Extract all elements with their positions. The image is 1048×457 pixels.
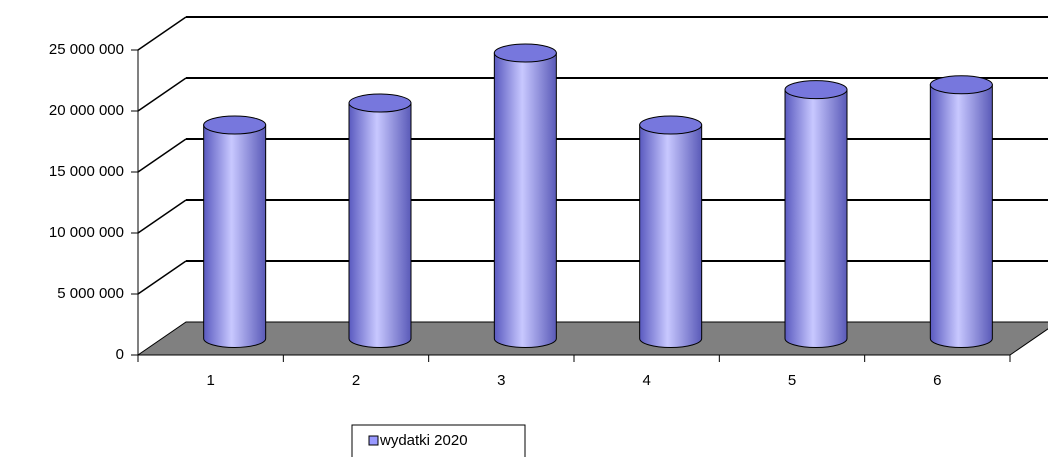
- bar-body: [493, 52, 557, 348]
- y-tick-label: 0: [116, 346, 124, 363]
- bar-top: [203, 115, 267, 135]
- bar-body: [203, 124, 267, 348]
- bar-top: [348, 93, 412, 113]
- bar-top: [493, 43, 557, 63]
- bar: [348, 93, 412, 348]
- bar-top: [784, 80, 848, 100]
- bar: [784, 80, 848, 348]
- x-tick-label: 6: [933, 372, 941, 389]
- x-tick-label: 5: [788, 372, 796, 389]
- grid-line: [137, 77, 187, 112]
- bar: [639, 115, 703, 348]
- grid-line: [137, 138, 187, 173]
- bar: [203, 115, 267, 348]
- bar-body: [784, 89, 848, 348]
- bar-body: [639, 124, 703, 348]
- y-tick-label: 25 000 000: [49, 41, 124, 58]
- x-tick-label: 4: [642, 372, 650, 389]
- bar: [493, 43, 557, 348]
- x-tick-label: 2: [352, 372, 360, 389]
- x-tick-label: 3: [497, 372, 505, 389]
- legend-box: [351, 424, 526, 457]
- legend-swatch: [368, 435, 379, 446]
- bar-top: [929, 75, 993, 95]
- bar-body: [929, 84, 993, 348]
- grid-line: [137, 260, 187, 295]
- bar-top: [639, 115, 703, 135]
- y-tick-label: 15 000 000: [49, 163, 124, 180]
- y-tick-label: 20 000 000: [49, 102, 124, 119]
- bar: [929, 75, 993, 348]
- grid-line: [137, 16, 187, 51]
- x-tick-label: 1: [206, 372, 214, 389]
- floor: [136, 321, 1048, 356]
- bar-body: [348, 102, 412, 348]
- legend-label: wydatki 2020: [379, 432, 468, 449]
- y-tick-label: 5 000 000: [57, 285, 124, 302]
- grid-line: [137, 199, 187, 234]
- y-tick-label: 10 000 000: [49, 224, 124, 241]
